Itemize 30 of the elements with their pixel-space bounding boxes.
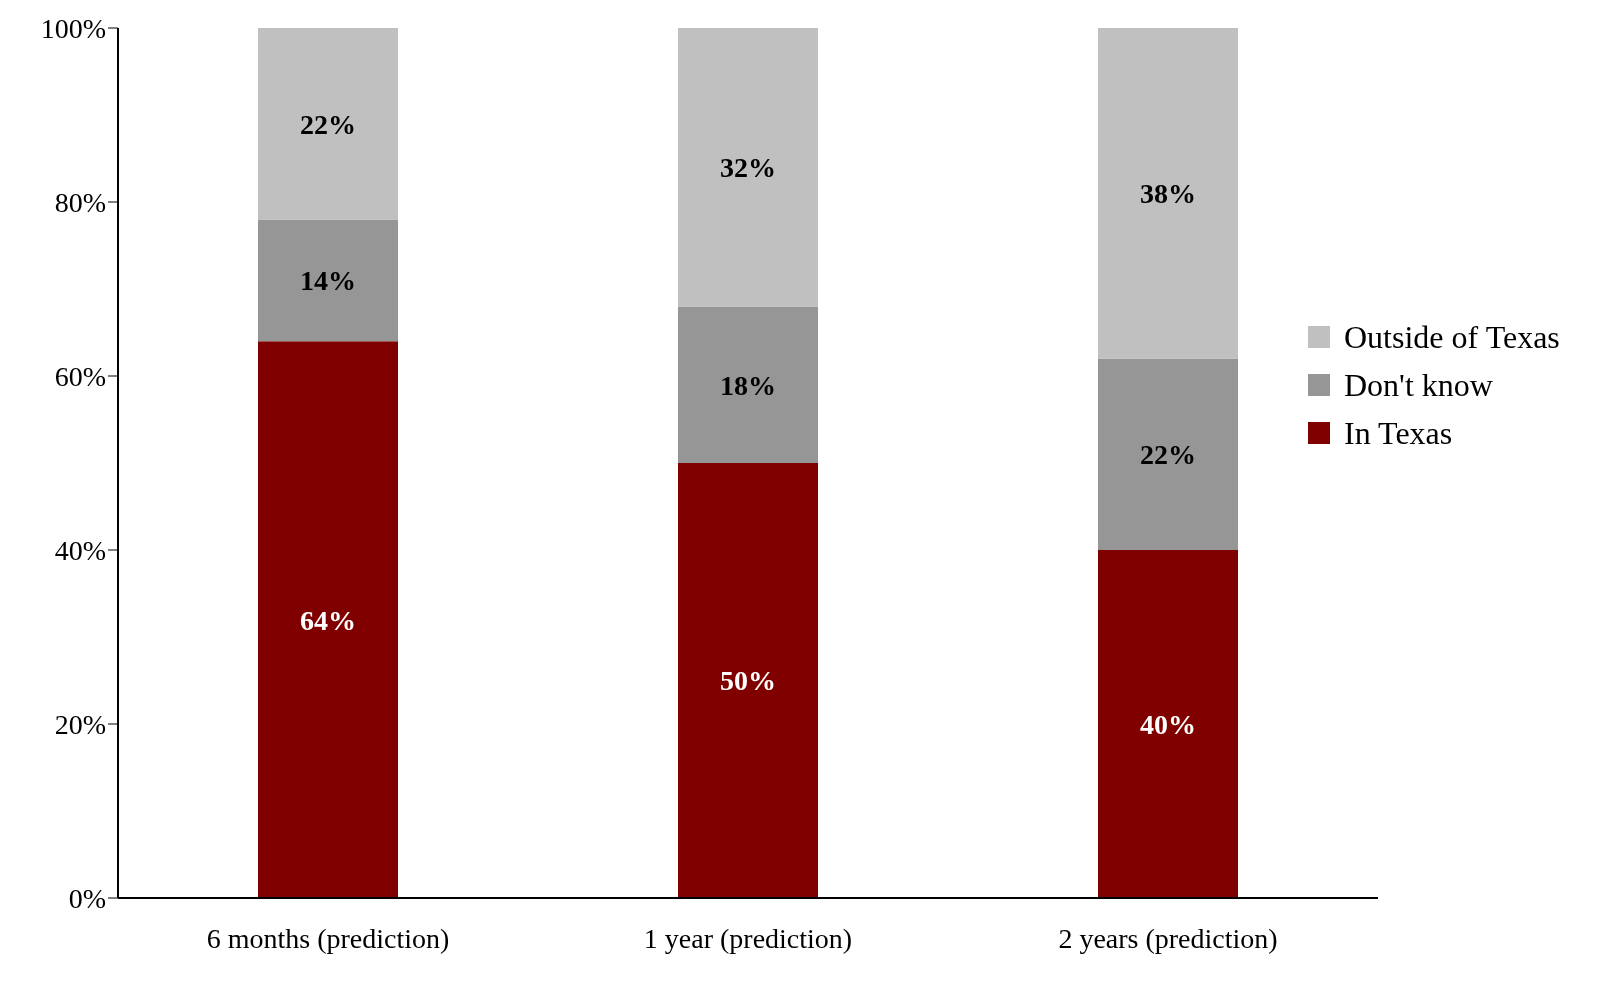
y-tick-label: 80% [54,186,106,218]
bar [678,463,818,898]
y-tick-label: 40% [54,534,106,566]
bar [258,341,398,898]
x-tick-label: 1 year (prediction) [643,922,853,954]
y-tick-label: 60% [54,360,106,392]
bar [258,219,398,342]
data-label: 40% [1140,708,1196,740]
bar [678,28,818,307]
data-label: 32% [720,152,776,184]
legend-label: Don't know [1344,366,1493,405]
y-tick-label: 20% [54,708,106,740]
legend-label: Outside of Texas [1344,318,1560,357]
data-label: 22% [1140,439,1196,471]
y-tick-label: 0% [68,882,106,914]
bar [258,28,398,220]
y-tick-label: 100% [40,12,106,44]
data-label: 50% [720,665,776,697]
bar [1098,28,1238,359]
bar [1098,550,1238,898]
data-label: 38% [1140,178,1196,210]
x-tick-label: 2 years (prediction) [1058,922,1278,954]
data-label: 14% [300,265,356,297]
bar [678,306,818,463]
x-tick-label: 6 months (prediction) [206,922,450,954]
legend-label: In Texas [1344,414,1453,453]
data-label: 18% [720,369,776,401]
data-label: 64% [300,604,356,636]
data-label: 22% [300,108,356,140]
bar [1098,358,1238,550]
